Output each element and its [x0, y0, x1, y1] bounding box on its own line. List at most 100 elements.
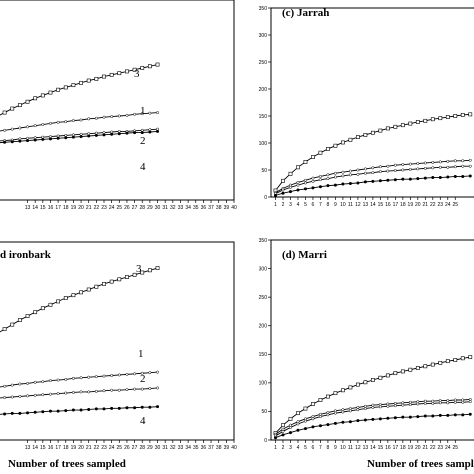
data-point — [400, 123, 405, 128]
x-tick-label: 19 — [408, 202, 414, 208]
x-tick-label: 22 — [94, 205, 100, 211]
x-tick-label: 30 — [155, 445, 161, 451]
data-point — [102, 115, 106, 119]
x-tick-label: 38 — [216, 445, 222, 451]
data-point — [56, 136, 60, 140]
data-point — [341, 420, 345, 424]
data-point — [281, 188, 285, 192]
data-point — [446, 401, 450, 405]
data-point — [25, 99, 30, 104]
data-point — [10, 140, 14, 144]
data-point — [408, 177, 412, 181]
data-point — [56, 392, 60, 396]
series-line-2 — [0, 387, 158, 399]
data-point — [117, 388, 121, 392]
data-point — [64, 391, 68, 395]
data-point — [94, 284, 99, 289]
data-point — [461, 400, 465, 404]
data-point — [71, 391, 75, 394]
data-point — [333, 143, 338, 148]
data-point — [461, 413, 465, 417]
data-point — [110, 132, 114, 136]
series-line-4 — [0, 406, 158, 415]
x-tick-label: 18 — [63, 205, 69, 211]
data-point — [71, 376, 75, 380]
data-point — [288, 190, 292, 194]
data-point — [363, 407, 367, 411]
data-point — [94, 133, 98, 137]
data-point — [356, 172, 360, 176]
data-point — [140, 112, 144, 116]
data-point — [10, 127, 14, 131]
data-point — [386, 164, 390, 168]
data-point — [48, 137, 52, 141]
x-tick-label: 24 — [109, 205, 115, 211]
data-point — [94, 76, 99, 81]
data-point — [71, 119, 75, 123]
x-tick-label: 13 — [363, 445, 369, 451]
data-point — [303, 187, 307, 191]
series-line-2 — [0, 128, 158, 142]
x-tick-label: 36 — [201, 205, 207, 211]
x-tick-label: 7 — [319, 445, 322, 451]
data-point — [140, 131, 144, 135]
x-tick-label: 14 — [32, 445, 38, 451]
data-point — [147, 268, 152, 273]
data-point — [400, 369, 405, 374]
x-tick-label: 23 — [101, 445, 107, 451]
data-point — [423, 401, 427, 405]
data-point — [401, 403, 405, 407]
data-point — [102, 407, 106, 411]
series-group — [0, 62, 160, 144]
data-point — [79, 376, 83, 380]
x-tick-label: 13 — [25, 205, 31, 211]
data-point — [109, 72, 114, 77]
x-tick-label: 27 — [132, 205, 138, 211]
data-point — [468, 355, 473, 360]
data-point — [363, 167, 367, 171]
data-point — [363, 171, 367, 175]
x-tick-label: 26 — [124, 445, 130, 451]
data-point — [94, 389, 98, 393]
panel-title: d ironbark — [0, 249, 52, 261]
data-point — [117, 406, 121, 410]
x-tick-label: 8 — [327, 445, 330, 451]
x-tick-label: 34 — [185, 445, 191, 451]
data-point — [356, 168, 360, 172]
series-label: 3 — [136, 263, 142, 275]
y-tick-label: 300 — [259, 266, 268, 272]
x-tick-label: 11 — [348, 202, 353, 208]
data-point — [416, 402, 420, 406]
data-point — [94, 375, 98, 379]
data-point — [393, 169, 397, 172]
data-point — [348, 169, 352, 173]
data-point — [87, 117, 91, 121]
data-point — [311, 186, 315, 190]
data-point — [326, 394, 330, 399]
plot-frame — [270, 239, 474, 441]
plot-frame — [0, 241, 235, 441]
data-point — [326, 177, 330, 181]
data-point — [155, 62, 160, 67]
data-point — [326, 147, 330, 151]
data-point — [87, 134, 91, 138]
data-point — [430, 362, 435, 367]
data-point — [41, 380, 45, 384]
data-point — [304, 181, 307, 185]
x-tick-label: 26 — [124, 205, 130, 211]
data-point — [460, 113, 465, 117]
data-point — [147, 64, 152, 69]
x-tick-label: 39 — [224, 205, 230, 211]
data-point — [326, 413, 330, 417]
x-tick-label: 12 — [355, 202, 361, 208]
x-tick-label: 22 — [94, 445, 100, 451]
data-point — [48, 90, 53, 95]
x-tick-label: 24 — [445, 445, 451, 451]
y-tick-label: 100 — [259, 381, 268, 387]
data-point — [311, 179, 315, 183]
data-point — [155, 266, 160, 270]
data-point — [64, 378, 68, 381]
data-point — [423, 161, 427, 165]
data-point — [311, 425, 315, 429]
series-line-3 — [0, 64, 158, 116]
